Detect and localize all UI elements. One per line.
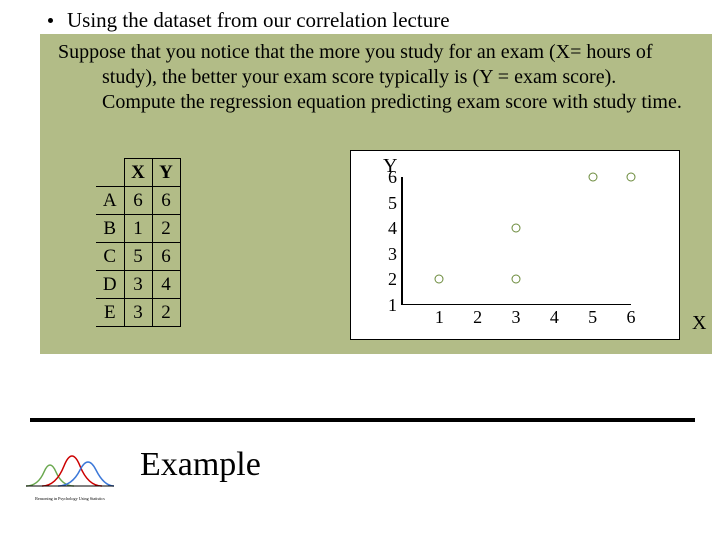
scatter-chart: Y 123456123456 xyxy=(350,150,680,340)
cell-y: 6 xyxy=(152,187,180,215)
svg-text:Reasoning in Psychology Using: Reasoning in Psychology Using Statistics xyxy=(35,496,105,501)
x-tick: 4 xyxy=(547,307,561,328)
logo-icon: Reasoning in Psychology Using Statistics xyxy=(22,442,118,504)
x-tick: 1 xyxy=(432,307,446,328)
y-tick: 4 xyxy=(383,218,397,239)
row-label: A xyxy=(96,187,124,215)
cell-x: 3 xyxy=(124,299,152,327)
bullet-dot xyxy=(48,18,53,23)
y-tick: 2 xyxy=(383,269,397,290)
y-axis-line xyxy=(401,177,403,305)
table-header-row: X Y xyxy=(96,159,180,187)
data-table: X Y A 6 6 B 1 2 C 5 6 D 3 4 E 3 2 xyxy=(96,158,181,327)
data-point xyxy=(588,173,597,182)
prompt-line-3: Compute the regression equation predicti… xyxy=(58,90,702,115)
divider xyxy=(30,418,695,422)
row-label: C xyxy=(96,243,124,271)
cell-x: 6 xyxy=(124,187,152,215)
data-point xyxy=(512,275,521,284)
cell-y: 2 xyxy=(152,215,180,243)
row-label: E xyxy=(96,299,124,327)
table-row: E 3 2 xyxy=(96,299,180,327)
table-row: A 6 6 xyxy=(96,187,180,215)
x-tick: 2 xyxy=(471,307,485,328)
cell-y: 2 xyxy=(152,299,180,327)
x-axis-label: X xyxy=(692,312,706,335)
data-point xyxy=(627,173,636,182)
table-row: D 3 4 xyxy=(96,271,180,299)
table-header-y: Y xyxy=(152,159,180,187)
plot-area xyxy=(401,177,631,305)
cell-y: 4 xyxy=(152,271,180,299)
table-corner xyxy=(96,159,124,187)
data-point xyxy=(512,224,521,233)
cell-x: 3 xyxy=(124,271,152,299)
bullet-text: Using the dataset from our correlation l… xyxy=(67,8,450,32)
chart-inner: Y 123456123456 xyxy=(351,151,679,339)
x-tick: 3 xyxy=(509,307,523,328)
bullet-line: Using the dataset from our correlation l… xyxy=(48,8,450,33)
y-tick: 6 xyxy=(383,167,397,188)
cell-x: 1 xyxy=(124,215,152,243)
table-row: B 1 2 xyxy=(96,215,180,243)
y-tick: 3 xyxy=(383,244,397,265)
row-label: D xyxy=(96,271,124,299)
x-tick: 6 xyxy=(624,307,638,328)
prompt-text: Suppose that you notice that the more yo… xyxy=(58,40,702,115)
page-title: Example xyxy=(140,446,261,484)
y-tick: 1 xyxy=(383,295,397,316)
cell-x: 5 xyxy=(124,243,152,271)
y-tick: 5 xyxy=(383,193,397,214)
table-header-x: X xyxy=(124,159,152,187)
table-row: C 5 6 xyxy=(96,243,180,271)
data-point xyxy=(435,275,444,284)
row-label: B xyxy=(96,215,124,243)
cell-y: 6 xyxy=(152,243,180,271)
prompt-line-1: Suppose that you notice that the more yo… xyxy=(58,41,653,63)
prompt-line-2: study), the better your exam score typic… xyxy=(58,65,702,90)
x-axis-line xyxy=(401,304,631,306)
content-panel: Suppose that you notice that the more yo… xyxy=(40,34,712,354)
x-tick: 5 xyxy=(586,307,600,328)
